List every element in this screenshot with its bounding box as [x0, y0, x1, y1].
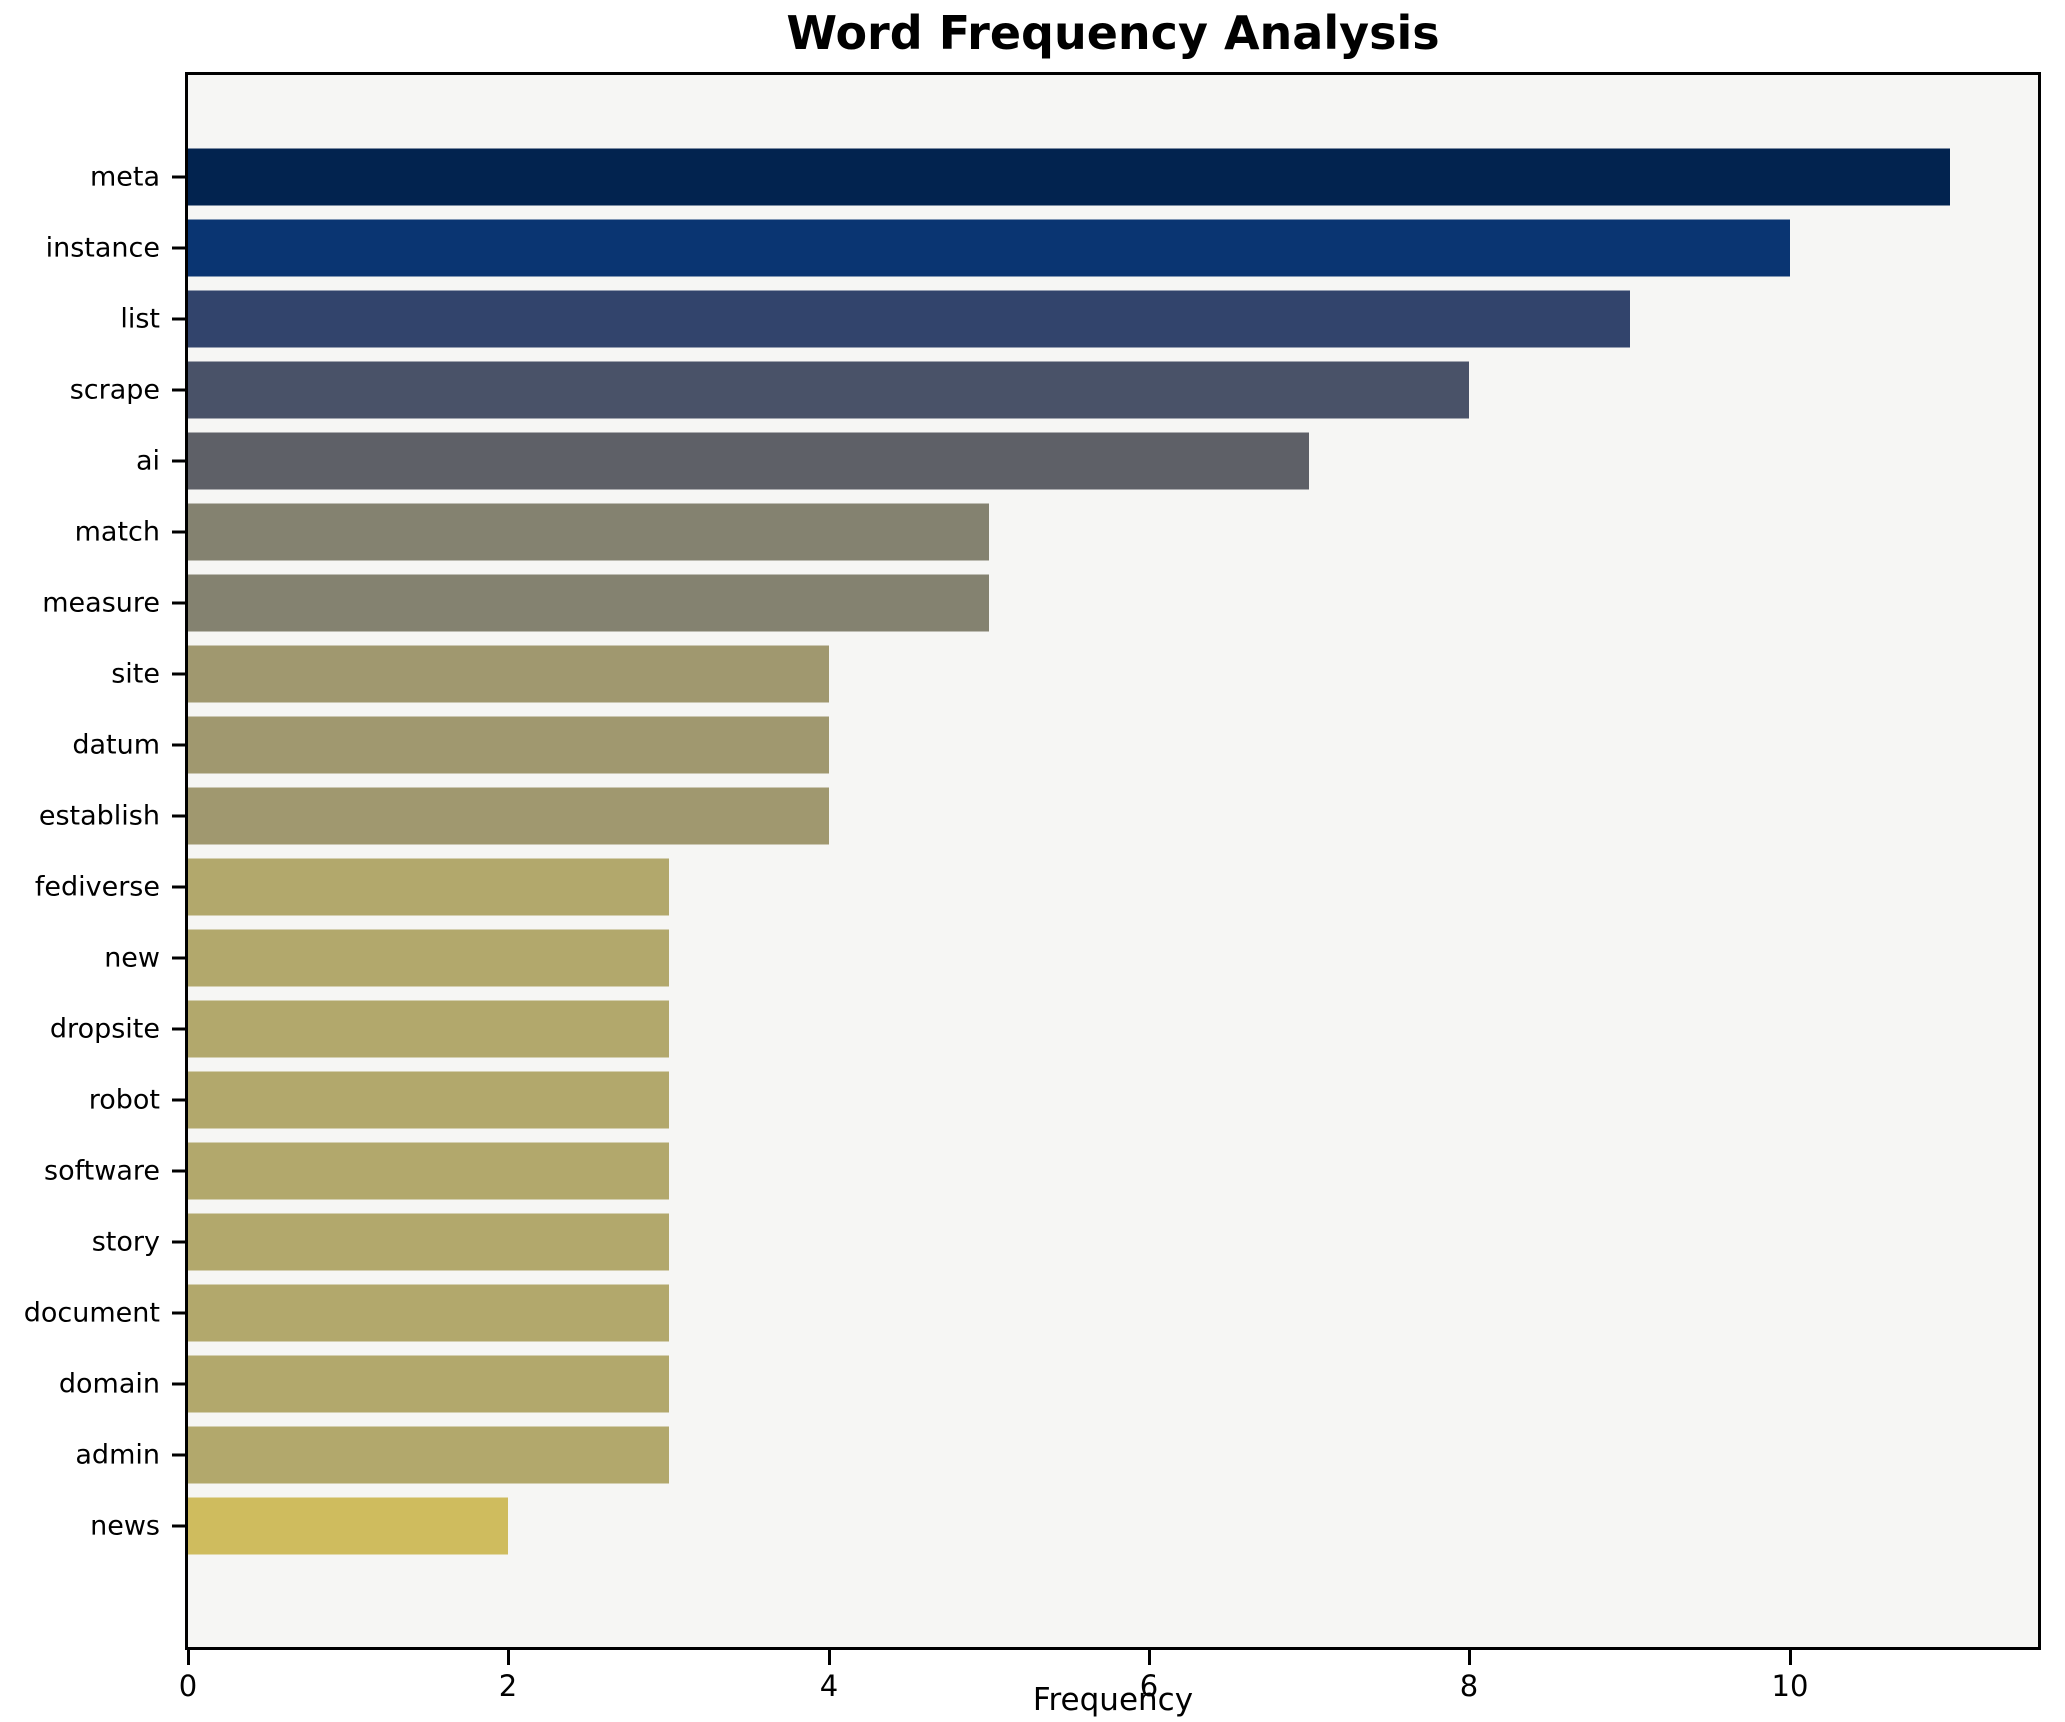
y-tick-label-domain: domain — [58, 1368, 160, 1399]
y-tick-label-dropsite: dropsite — [49, 1013, 160, 1044]
y-tick-label-admin: admin — [75, 1439, 160, 1470]
bar-establish — [188, 787, 829, 844]
y-tick-label-story: story — [91, 1226, 160, 1257]
x-tick-label: 8 — [1459, 1669, 1479, 1703]
bar-admin — [188, 1426, 669, 1483]
y-tick-label-match: match — [74, 516, 160, 547]
y-tick-label-site: site — [111, 658, 160, 689]
x-tick-mark — [828, 1650, 831, 1665]
bar-instance — [188, 219, 1790, 276]
y-tick-mark — [172, 1453, 185, 1456]
bars-container: meta instance list scrape ai match measure site… — [24, 141, 2038, 1561]
y-tick-label-fediverse: fediverse — [34, 871, 160, 902]
y-tick-mark — [172, 743, 185, 746]
bar-row: measure — [42, 567, 2038, 638]
bar-row: scrape — [70, 354, 2038, 425]
bar-row: establish — [39, 780, 2038, 851]
x-tick-label: 2 — [498, 1669, 518, 1703]
bar-row: new — [104, 922, 2038, 993]
y-tick-mark — [172, 1382, 185, 1385]
bar-software — [188, 1142, 669, 1199]
bar-match — [188, 503, 989, 560]
bar-robot — [188, 1071, 669, 1128]
bar-row: match — [75, 496, 2038, 567]
y-tick-mark — [172, 1311, 185, 1314]
y-tick-mark — [172, 885, 185, 888]
bar-row: list — [120, 283, 2038, 354]
x-tick-label: 10 — [1771, 1669, 1809, 1703]
y-tick-label-robot: robot — [88, 1084, 160, 1115]
y-tick-mark — [172, 175, 185, 178]
bar-new — [188, 929, 669, 986]
bar-row: domain — [59, 1348, 2038, 1419]
bar-row: datum — [72, 709, 2038, 780]
y-tick-mark — [172, 672, 185, 675]
y-tick-label-list: list — [120, 303, 160, 334]
y-tick-mark — [172, 956, 185, 959]
y-tick-label-measure: measure — [42, 587, 160, 618]
x-tick-mark — [187, 1650, 190, 1665]
bar-row: admin — [75, 1419, 2038, 1490]
bar-measure — [188, 574, 989, 631]
y-tick-mark — [172, 1240, 185, 1243]
x-tick-label: 4 — [819, 1669, 839, 1703]
bar-row: software — [44, 1135, 2038, 1206]
bar-row: news — [90, 1490, 2038, 1561]
bar-row: meta — [90, 141, 2038, 212]
y-tick-mark — [172, 1169, 185, 1172]
y-tick-mark — [172, 601, 185, 604]
bar-news — [188, 1497, 508, 1554]
bar-row: dropsite — [50, 993, 2038, 1064]
y-tick-label-news: news — [90, 1510, 160, 1541]
x-tick-mark — [1789, 1650, 1792, 1665]
y-tick-label-new: new — [104, 942, 160, 973]
bar-story — [188, 1213, 669, 1270]
y-tick-label-document: document — [23, 1297, 160, 1328]
y-tick-mark — [172, 317, 185, 320]
bar-site — [188, 645, 829, 702]
bar-row: story — [92, 1206, 2038, 1277]
bar-domain — [188, 1355, 669, 1412]
y-tick-label-instance: instance — [45, 232, 160, 263]
plot-area: meta instance list scrape ai match measure site… — [24, 72, 2041, 1703]
y-tick-label-scrape: scrape — [69, 374, 160, 405]
y-tick-mark — [172, 246, 185, 249]
bar-row: instance — [46, 212, 2038, 283]
y-tick-mark — [172, 814, 185, 817]
x-tick-label: 0 — [178, 1669, 198, 1703]
bar-row: ai — [136, 425, 2038, 496]
y-tick-mark — [172, 1027, 185, 1030]
bar-ai — [188, 432, 1309, 489]
x-tick-mark — [1468, 1650, 1471, 1665]
y-tick-mark — [172, 459, 185, 462]
bar-fediverse — [188, 858, 669, 915]
bar-list — [188, 290, 1630, 347]
y-tick-mark — [172, 1098, 185, 1101]
bar-datum — [188, 716, 829, 773]
y-tick-label-meta: meta — [89, 161, 160, 192]
y-tick-mark — [172, 530, 185, 533]
x-tick-mark — [507, 1650, 510, 1665]
bar-scrape — [188, 361, 1469, 418]
bar-row: document — [24, 1277, 2038, 1348]
bar-row: robot — [89, 1064, 2038, 1135]
x-tick-mark — [1148, 1650, 1151, 1665]
y-tick-label-ai: ai — [135, 445, 160, 476]
bar-row: site — [111, 638, 2038, 709]
y-tick-mark — [172, 1524, 185, 1527]
y-tick-label-software: software — [44, 1155, 160, 1186]
y-tick-label-datum: datum — [72, 729, 160, 760]
y-tick-label-establish: establish — [38, 800, 160, 831]
bar-meta — [188, 148, 1950, 205]
bar-dropsite — [188, 1000, 669, 1057]
chart-title: Word Frequency Analysis — [786, 6, 1440, 60]
y-tick-mark — [172, 388, 185, 391]
bar-row: fediverse — [35, 851, 2038, 922]
x-axis-label: Frequency — [1032, 1682, 1194, 1718]
bar-document — [188, 1284, 669, 1341]
x-tick-label: 6 — [1139, 1669, 1159, 1703]
